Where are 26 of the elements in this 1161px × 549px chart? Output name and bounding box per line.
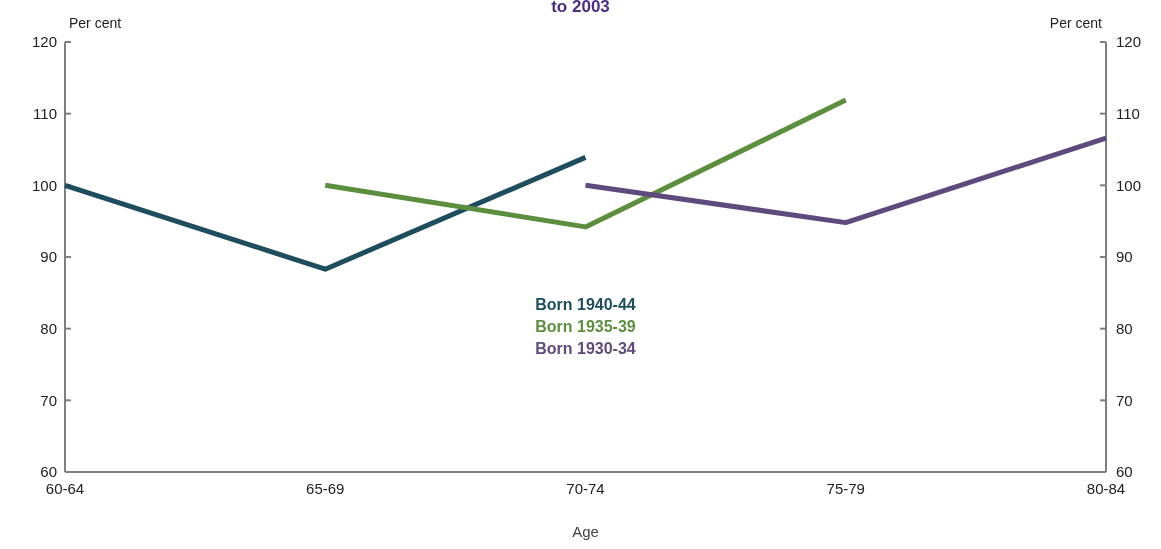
x-axis-title: Age (572, 523, 599, 540)
text: Born 1930-34 (535, 340, 636, 357)
text: Born 1940-44 (535, 296, 636, 313)
y-tick-label: 110 (33, 104, 57, 122)
x-tick-label: 80-84 (1086, 480, 1126, 497)
y-tick-label: 70 (40, 391, 57, 409)
y2-tick-label: 90 (1116, 248, 1133, 266)
y-tick-label: 80 (40, 319, 57, 337)
x-tick-label: 60-64 (45, 480, 85, 497)
y-tick-label: 100 (31, 176, 57, 194)
y-tick-label: 90 (40, 248, 57, 266)
y2-tick-label: 120 (1116, 33, 1142, 51)
y-tick-label: 60 (40, 463, 57, 481)
x-tick-label: 75-79 (826, 480, 865, 497)
y2-tick-label: 100 (1116, 176, 1142, 194)
text: Born 1935-39 (535, 318, 636, 335)
x-tick-label: 70-74 (566, 480, 605, 497)
y2-tick-label: 80 (1116, 319, 1133, 337)
y-tick-label: 120 (31, 33, 57, 51)
x-tick-label: 65-69 (306, 480, 345, 497)
y2-axis-title: Per cent (1049, 15, 1103, 31)
y2-tick-label: 110 (1116, 104, 1140, 122)
y2-tick-label: 60 (1116, 463, 1133, 481)
y-axis-title: Per cent (69, 15, 122, 31)
y2-tick-label: 70 (1116, 391, 1133, 409)
chart-title: to 2003 (551, 0, 610, 16)
